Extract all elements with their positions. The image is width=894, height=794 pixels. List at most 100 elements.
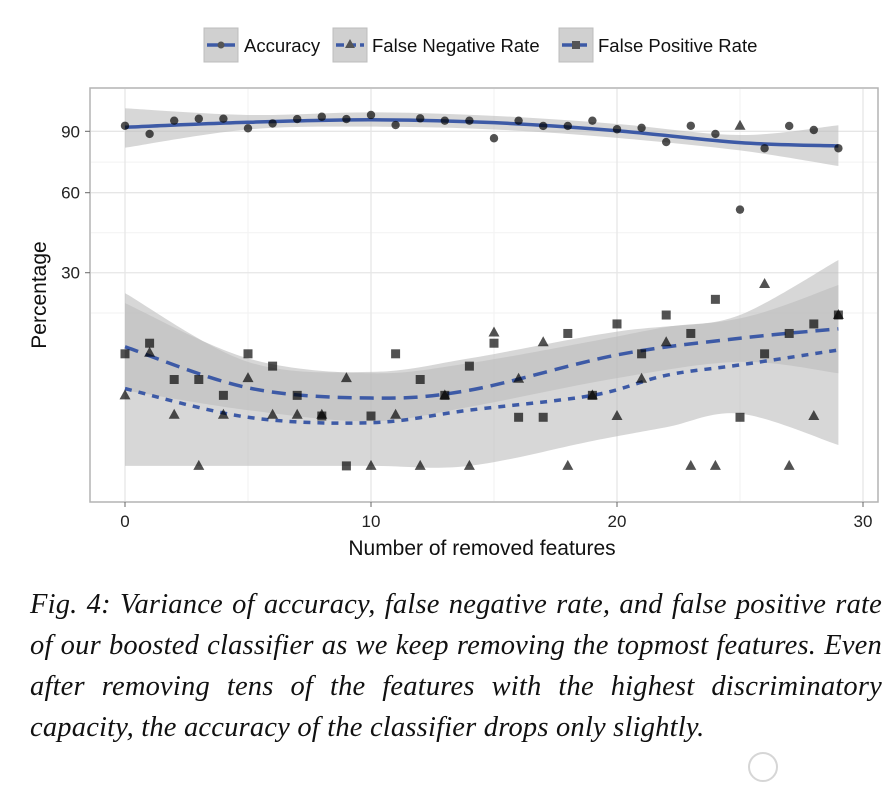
false-negative-rate-point — [537, 336, 549, 347]
x-tick-label: 10 — [362, 512, 381, 531]
false-positive-rate-point — [120, 349, 130, 359]
accuracy-point — [194, 114, 203, 123]
false-positive-rate-point — [341, 461, 351, 471]
false-negative-rate-point — [488, 326, 500, 337]
x-axis-title: Number of removed features — [348, 537, 615, 560]
false-positive-rate-point — [784, 328, 794, 338]
false-positive-rate-point — [292, 390, 302, 400]
false-negative-rate-point — [144, 346, 156, 357]
accuracy-point — [243, 124, 253, 133]
accuracy-point — [563, 121, 572, 131]
accuracy-point — [465, 116, 474, 125]
false-negative-rate-point — [660, 336, 672, 347]
accuracy-point — [834, 144, 843, 153]
x-tick-label: 20 — [608, 512, 627, 531]
false-positive-rate-point — [218, 390, 228, 400]
figure-caption: Fig. 4: Variance of accuracy, false nega… — [30, 589, 882, 743]
false-negative-rate-point — [513, 372, 525, 383]
triangle-marker-icon — [345, 39, 355, 48]
false-negative-rate-point — [636, 372, 648, 383]
x-tick-label: 30 — [854, 512, 873, 531]
accuracy-point — [489, 134, 499, 143]
accuracy-point — [785, 121, 794, 131]
false-negative-rate-smooth-line — [124, 327, 839, 400]
accuracy-point — [366, 110, 376, 120]
accuracy-smooth-line — [124, 118, 839, 148]
false-positive-rate-point — [464, 361, 474, 371]
false-positive-rate-point — [317, 411, 327, 421]
confidence-bands — [125, 108, 839, 468]
false-positive-rate-point — [268, 361, 278, 371]
false-negative-rate-point — [709, 459, 721, 470]
false-positive-rate-point — [612, 319, 622, 329]
y-axis-title: Percentage — [28, 241, 51, 348]
false-negative-rate-point — [783, 459, 795, 470]
accuracy-point — [662, 137, 671, 147]
false-negative-rate-point — [119, 389, 131, 400]
false-positive-rate-point — [587, 390, 597, 400]
false-negative-rate-point — [611, 410, 623, 421]
accuracy-point — [170, 116, 179, 125]
accuracy-point — [342, 114, 351, 124]
false-positive-rate-point — [243, 349, 253, 359]
false-negative-rate-point — [267, 408, 279, 419]
accuracy-point — [760, 144, 769, 153]
accuracy-point — [317, 112, 326, 121]
false-positive-rate-point — [169, 375, 179, 385]
accuracy-point — [219, 114, 228, 123]
square-marker-icon — [572, 41, 580, 49]
x-tick-label: 0 — [120, 512, 129, 531]
false-negative-rate-point — [463, 459, 475, 470]
false-positive-rate-point — [833, 310, 843, 320]
false-negative-rate-point — [217, 408, 229, 419]
false-negative-rate-point — [168, 408, 180, 419]
accuracy-point — [440, 116, 449, 125]
watermark — [748, 752, 782, 782]
false-negative-rate-point — [390, 408, 402, 419]
accuracy-point — [145, 129, 154, 139]
false-negative-rate-point — [340, 372, 352, 383]
false-negative-rate-point — [734, 119, 746, 130]
accuracy-point — [637, 123, 646, 132]
circle-marker-icon — [217, 41, 225, 49]
false-positive-rate-point — [760, 349, 770, 359]
false-positive-rate-point — [809, 319, 819, 329]
accuracy-point — [711, 129, 720, 139]
false-positive-rate-legend-label: False Positive Rate — [598, 35, 757, 56]
smooth-lines — [124, 118, 839, 425]
false-negative-rate-point — [193, 459, 205, 470]
accuracy-point — [120, 121, 130, 130]
accuracy-point — [293, 114, 302, 124]
false-positive-rate-point — [145, 338, 155, 348]
false-negative-rate-legend-label: False Negative Rate — [372, 35, 540, 56]
false-positive-rate-point — [563, 328, 573, 338]
accuracy-point — [268, 119, 277, 128]
accuracy-point — [514, 116, 523, 125]
false-positive-rate-point — [366, 411, 376, 421]
false-positive-rate-point — [661, 310, 671, 320]
false-positive-rate-confidence-band — [125, 259, 839, 468]
false-negative-rate-point — [365, 459, 377, 470]
accuracy-point — [686, 121, 695, 130]
false-negative-rate-point — [562, 459, 574, 470]
false-positive-rate-point — [415, 375, 425, 385]
accuracy-point — [588, 116, 597, 125]
accuracy-confidence-band — [125, 108, 839, 167]
false-negative-rate-point — [759, 277, 771, 288]
false-positive-rate-point — [686, 328, 696, 338]
legend: Accuracy False Negative Rate False Positiv… — [203, 27, 757, 63]
false-positive-rate-point — [194, 375, 204, 385]
chart: Accuracy False Negative Rate False Positiv… — [28, 27, 879, 560]
false-negative-rate-point — [291, 408, 303, 419]
accuracy-point — [735, 205, 745, 214]
accuracy-point — [612, 125, 622, 134]
data-points — [119, 110, 844, 471]
y-tick-label: 90 — [61, 122, 80, 141]
accuracy-point — [539, 121, 548, 131]
false-positive-rate-point — [710, 294, 720, 304]
accuracy-point — [416, 114, 425, 123]
accuracy-point — [809, 125, 818, 135]
accuracy-point — [391, 120, 400, 130]
axes: 30 60 90 0 10 20 30 — [61, 122, 872, 531]
false-positive-rate-point — [391, 349, 401, 359]
